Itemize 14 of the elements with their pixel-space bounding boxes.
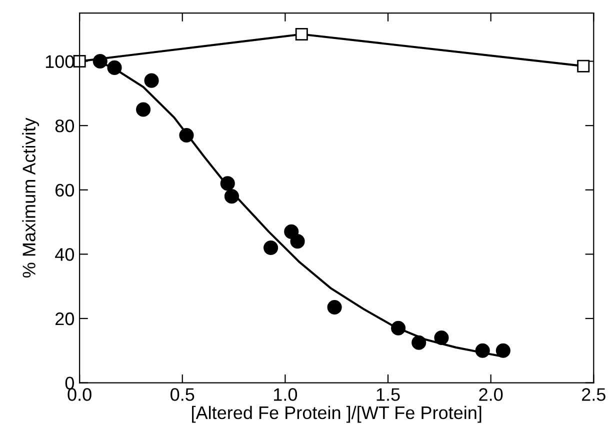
x-axis-title: [Altered Fe Protein ]/[WT Fe Protein] bbox=[192, 406, 482, 423]
y-tick-label: 80 bbox=[55, 120, 74, 132]
x-tick-label: 1.5 bbox=[376, 388, 400, 401]
y-tick-label: 100 bbox=[46, 55, 74, 68]
x-tick-label: 0.5 bbox=[170, 388, 194, 401]
x-tick-label: 1.0 bbox=[274, 388, 298, 401]
y-axis-title: % Maximum Activity bbox=[22, 118, 40, 278]
y-tick-label: 40 bbox=[55, 248, 74, 261]
y-tick-label: 60 bbox=[56, 184, 74, 197]
y-tick-label: 0 bbox=[65, 376, 74, 390]
x-tick-label: 2.0 bbox=[479, 388, 503, 401]
x-tick-label: 0.0 bbox=[68, 388, 92, 401]
y-tick-label: 20 bbox=[56, 312, 74, 326]
x-tick-label: 2.5 bbox=[582, 388, 606, 401]
